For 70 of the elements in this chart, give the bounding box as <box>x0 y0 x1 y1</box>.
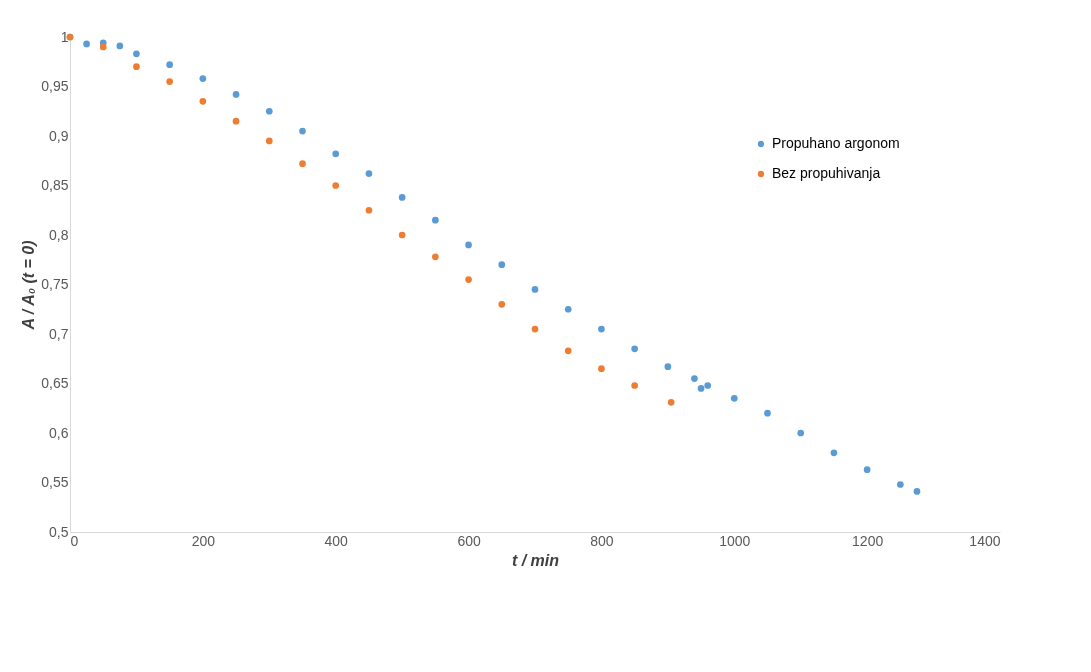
point <box>133 50 140 58</box>
x-tick-label: 200 <box>191 532 216 549</box>
point <box>99 43 107 51</box>
legend-label: Bez propuhivanja <box>772 165 881 181</box>
point <box>265 137 273 145</box>
y-axis-title: A / A₀ (t = 0) <box>20 240 38 331</box>
x-tick-label: 1200 <box>852 532 884 549</box>
x-tick-label: 1400 <box>969 532 1001 549</box>
point <box>332 182 340 189</box>
point <box>897 481 904 488</box>
point <box>365 170 373 177</box>
point <box>691 375 698 382</box>
point <box>498 261 506 269</box>
y-tick-label: 0,65 <box>41 375 69 391</box>
y-tick-label: 1 <box>60 28 69 45</box>
x-axis-title: t / min <box>511 551 560 569</box>
point <box>564 347 572 355</box>
point <box>133 63 140 71</box>
point <box>199 98 207 105</box>
point <box>797 429 805 437</box>
legend-label: Propuhano argonom <box>772 135 900 151</box>
point <box>116 42 124 50</box>
point <box>531 325 539 333</box>
point <box>913 488 921 495</box>
point <box>232 91 240 98</box>
y-tick-label: 0,75 <box>41 276 69 292</box>
point <box>564 305 572 313</box>
x-tick-label: 600 <box>457 532 481 549</box>
y-tick-label: 0,8 <box>49 226 69 243</box>
point <box>598 325 605 333</box>
point <box>764 409 771 417</box>
y-tick-label: 0,9 <box>49 127 69 144</box>
x-tick-label: 400 <box>324 532 349 549</box>
point <box>465 241 472 249</box>
point <box>166 61 173 69</box>
point <box>398 194 406 201</box>
point <box>704 382 712 389</box>
point <box>83 40 90 48</box>
point <box>166 78 173 85</box>
point <box>299 127 306 135</box>
point <box>830 449 838 457</box>
point <box>465 276 472 283</box>
point <box>265 107 273 115</box>
point <box>664 363 672 371</box>
point <box>232 117 240 125</box>
y-tick-label: 0,85 <box>41 177 69 193</box>
point <box>432 216 439 224</box>
point <box>598 365 605 372</box>
point <box>667 398 675 406</box>
point <box>498 300 506 308</box>
point <box>531 286 539 293</box>
point <box>299 160 306 168</box>
x-tick-label: 800 <box>590 532 614 549</box>
y-tick-label: 0,7 <box>49 325 69 342</box>
point <box>697 385 705 392</box>
point <box>631 345 638 353</box>
point <box>332 150 340 158</box>
y-tick-label: 0,55 <box>41 474 69 490</box>
x-tick-label: 1000 <box>719 532 751 549</box>
point <box>631 382 638 389</box>
x-tick-label: 0 <box>70 532 79 549</box>
point <box>863 466 871 473</box>
point <box>398 231 406 239</box>
point <box>432 253 439 261</box>
y-tick-label: 0,5 <box>49 523 69 540</box>
y-tick-label: 0,6 <box>49 424 69 441</box>
y-tick-label: 0,95 <box>41 78 69 94</box>
point <box>730 395 738 402</box>
point <box>365 206 373 214</box>
point <box>199 75 207 82</box>
